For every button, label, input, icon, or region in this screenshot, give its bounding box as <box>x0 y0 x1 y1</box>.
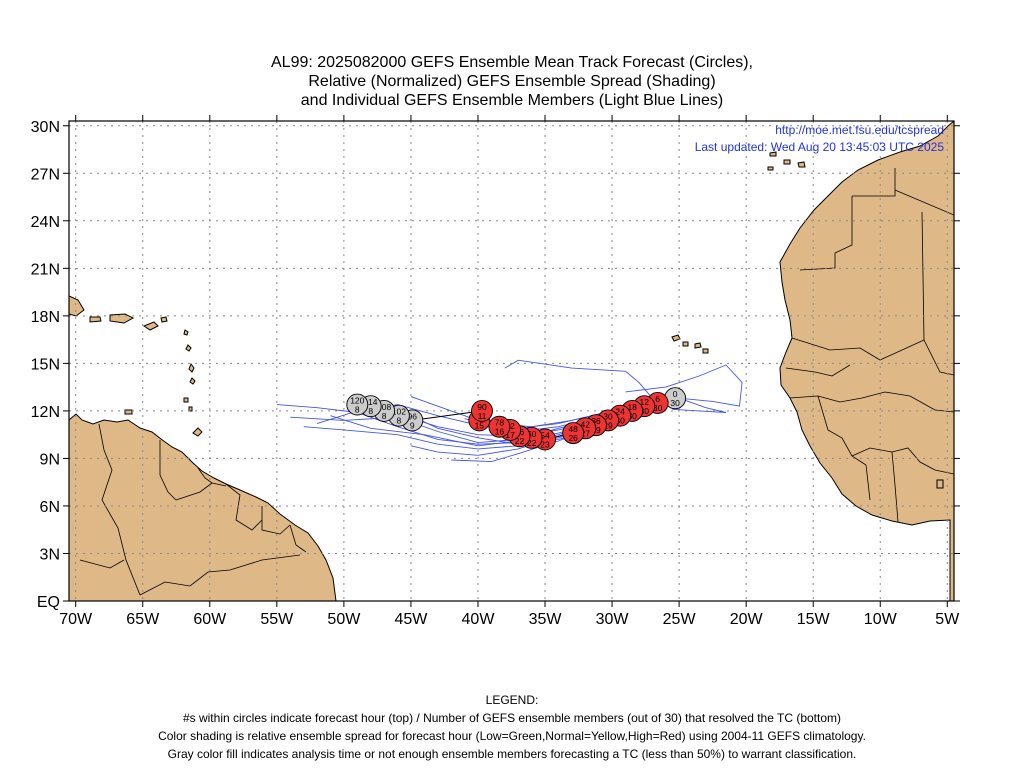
title-line-3: and Individual GEFS Ensemble Members (Li… <box>300 92 724 109</box>
member-count: 8 <box>396 416 401 426</box>
forecast-hour: 18 <box>627 402 637 412</box>
member-count: 15 <box>475 420 485 430</box>
land-africa <box>671 121 954 601</box>
forecast-hour: 90 <box>477 402 487 412</box>
lat-label: 21N <box>31 261 60 278</box>
lat-label: 3N <box>40 546 60 563</box>
south-america-borders <box>79 423 307 596</box>
forecast-hour: 60 <box>527 429 537 439</box>
member-track-14 <box>672 397 727 413</box>
lon-label: 40W <box>462 611 496 628</box>
forecast-hour: 120 <box>350 396 364 406</box>
forecast-hour: 78 <box>495 418 505 428</box>
lon-label: 20W <box>730 611 764 628</box>
forecast-circle-0: 030 <box>664 387 687 410</box>
lat-label: 12N <box>31 404 60 421</box>
member-count: 29 <box>591 425 601 435</box>
legend-line-1: #s within circles indicate forecast hour… <box>182 711 842 725</box>
member-count: 30 <box>627 411 637 421</box>
lon-label: 25W <box>663 611 697 628</box>
forecast-hour: 24 <box>615 407 625 417</box>
member-count: 30 <box>670 398 680 408</box>
member-count: 23 <box>540 439 550 449</box>
member-count: 22 <box>527 438 537 448</box>
lat-axis-labels: 30N 27N 24N 21N 18N 15N 12N 9N 6N 3N EQ <box>31 119 60 611</box>
lon-label: 35W <box>529 611 563 628</box>
member-count: 17 <box>505 430 515 440</box>
map-frame <box>68 120 955 602</box>
forecast-hour: 108 <box>377 402 391 412</box>
member-count: 8 <box>355 405 360 415</box>
forecast-hour: 0 <box>673 389 678 399</box>
lon-label: 55W <box>260 611 294 628</box>
lat-label: 6N <box>40 499 60 516</box>
member-count: 9 <box>410 420 415 430</box>
member-count: 30 <box>653 403 663 413</box>
lon-label: 65W <box>126 611 160 628</box>
lat-label: 30N <box>31 119 60 136</box>
forecast-hour: 114 <box>364 397 378 407</box>
forecast-hour: 42 <box>581 419 591 429</box>
lat-label: 24N <box>31 214 60 231</box>
forecast-circle-fill <box>346 393 369 416</box>
lat-lon-grid <box>69 121 954 601</box>
mean-track-circles: 0306301230183024303029362942274826542360… <box>346 387 687 451</box>
lon-axis-labels: 70W 65W 60W 55W 50W 45W 40W 35W 30W 25W 20W 15W 10W 5… <box>59 611 960 628</box>
forecast-circle-fill <box>562 422 585 445</box>
member-count: 11 <box>478 411 487 421</box>
forecast-hour: 6 <box>655 394 660 404</box>
member-count: 30 <box>640 406 650 416</box>
lon-label: 45W <box>394 611 428 628</box>
legend-line-2: Color shading is relative ensemble sprea… <box>158 729 866 743</box>
forecast-circle-fill <box>471 399 493 422</box>
forecast-hour: 36 <box>591 416 601 426</box>
title-line-2: Relative (Normalized) GEFS Ensemble Spre… <box>308 73 716 90</box>
lon-label: 50W <box>327 611 361 628</box>
member-count: 27 <box>581 428 591 438</box>
lon-label: 60W <box>193 611 227 628</box>
member-track-13 <box>625 364 743 407</box>
member-track-12 <box>504 359 653 399</box>
forecast-circle-fill <box>488 415 511 438</box>
lon-label: 10W <box>864 611 898 628</box>
last-updated: Last updated: Wed Aug 20 13:45:03 UTC 20… <box>694 140 944 154</box>
forecast-hour: 102 <box>392 407 406 417</box>
land-south-america <box>69 295 337 601</box>
lat-label: 18N <box>31 309 60 326</box>
lat-label: 9N <box>40 451 60 468</box>
forecast-hour: 54 <box>540 430 550 440</box>
member-count: 22 <box>515 436 525 446</box>
forecast-hour: 30 <box>603 411 613 421</box>
legend-heading: LEGEND: <box>485 693 539 707</box>
lon-label: 30W <box>596 611 630 628</box>
lat-label: EQ <box>37 594 60 611</box>
member-count: 8 <box>368 406 373 416</box>
lat-label: 27N <box>31 166 60 183</box>
member-count: 8 <box>382 411 387 421</box>
axis-ticks <box>63 115 960 607</box>
title-line-1: AL99: 2025082000 GEFS Ensemble Mean Trac… <box>271 54 753 71</box>
member-count: 30 <box>615 416 625 426</box>
forecast-hour: 96 <box>408 411 418 421</box>
credit-url[interactable]: http://moe.met.fsu.edu/tcspread <box>775 123 944 137</box>
legend-line-3: Gray color fill indicates analysis time … <box>167 747 857 761</box>
lon-label: 15W <box>797 611 831 628</box>
forecast-hour: 12 <box>640 397 650 407</box>
member-count: 26 <box>568 433 578 443</box>
forecast-hour: 48 <box>568 424 578 434</box>
lon-label: 70W <box>59 611 93 628</box>
lat-label: 15N <box>31 356 60 373</box>
member-count: 16 <box>495 427 505 437</box>
lon-label: 5W <box>935 611 960 628</box>
member-count: 29 <box>603 420 613 430</box>
